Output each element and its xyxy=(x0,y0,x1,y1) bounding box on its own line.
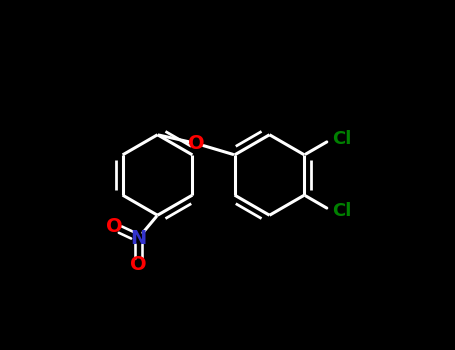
Text: N: N xyxy=(130,229,147,247)
Text: Cl: Cl xyxy=(332,202,351,220)
Text: O: O xyxy=(130,255,147,274)
Text: O: O xyxy=(106,217,123,237)
Text: O: O xyxy=(188,134,204,153)
Text: Cl: Cl xyxy=(332,130,351,148)
